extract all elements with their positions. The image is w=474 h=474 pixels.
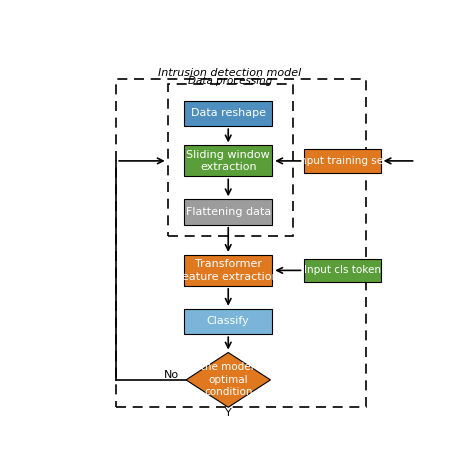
Text: No: No [164, 370, 179, 380]
FancyBboxPatch shape [184, 309, 272, 334]
FancyBboxPatch shape [184, 100, 272, 126]
Text: Data processing: Data processing [188, 76, 272, 86]
Text: Intrusion detection model: Intrusion detection model [158, 68, 301, 78]
Bar [116, 79, 366, 407]
FancyBboxPatch shape [184, 199, 272, 225]
FancyBboxPatch shape [303, 149, 381, 173]
Text: Is the model in
optimal
condition: Is the model in optimal condition [190, 363, 267, 397]
Text: Sliding window
extraction: Sliding window extraction [186, 150, 270, 172]
Polygon shape [186, 353, 271, 407]
Bar [168, 84, 292, 236]
Text: Input training set: Input training set [297, 156, 387, 166]
Text: Y: Y [225, 408, 232, 418]
Text: Input cls token: Input cls token [304, 265, 381, 275]
Text: Data reshape: Data reshape [191, 109, 266, 118]
Text: Classify: Classify [207, 317, 250, 327]
Text: Flattening data: Flattening data [186, 207, 271, 217]
Text: Transformer
feature extraction: Transformer feature extraction [178, 259, 279, 282]
FancyBboxPatch shape [184, 255, 272, 286]
FancyBboxPatch shape [303, 258, 381, 282]
FancyBboxPatch shape [184, 146, 272, 176]
